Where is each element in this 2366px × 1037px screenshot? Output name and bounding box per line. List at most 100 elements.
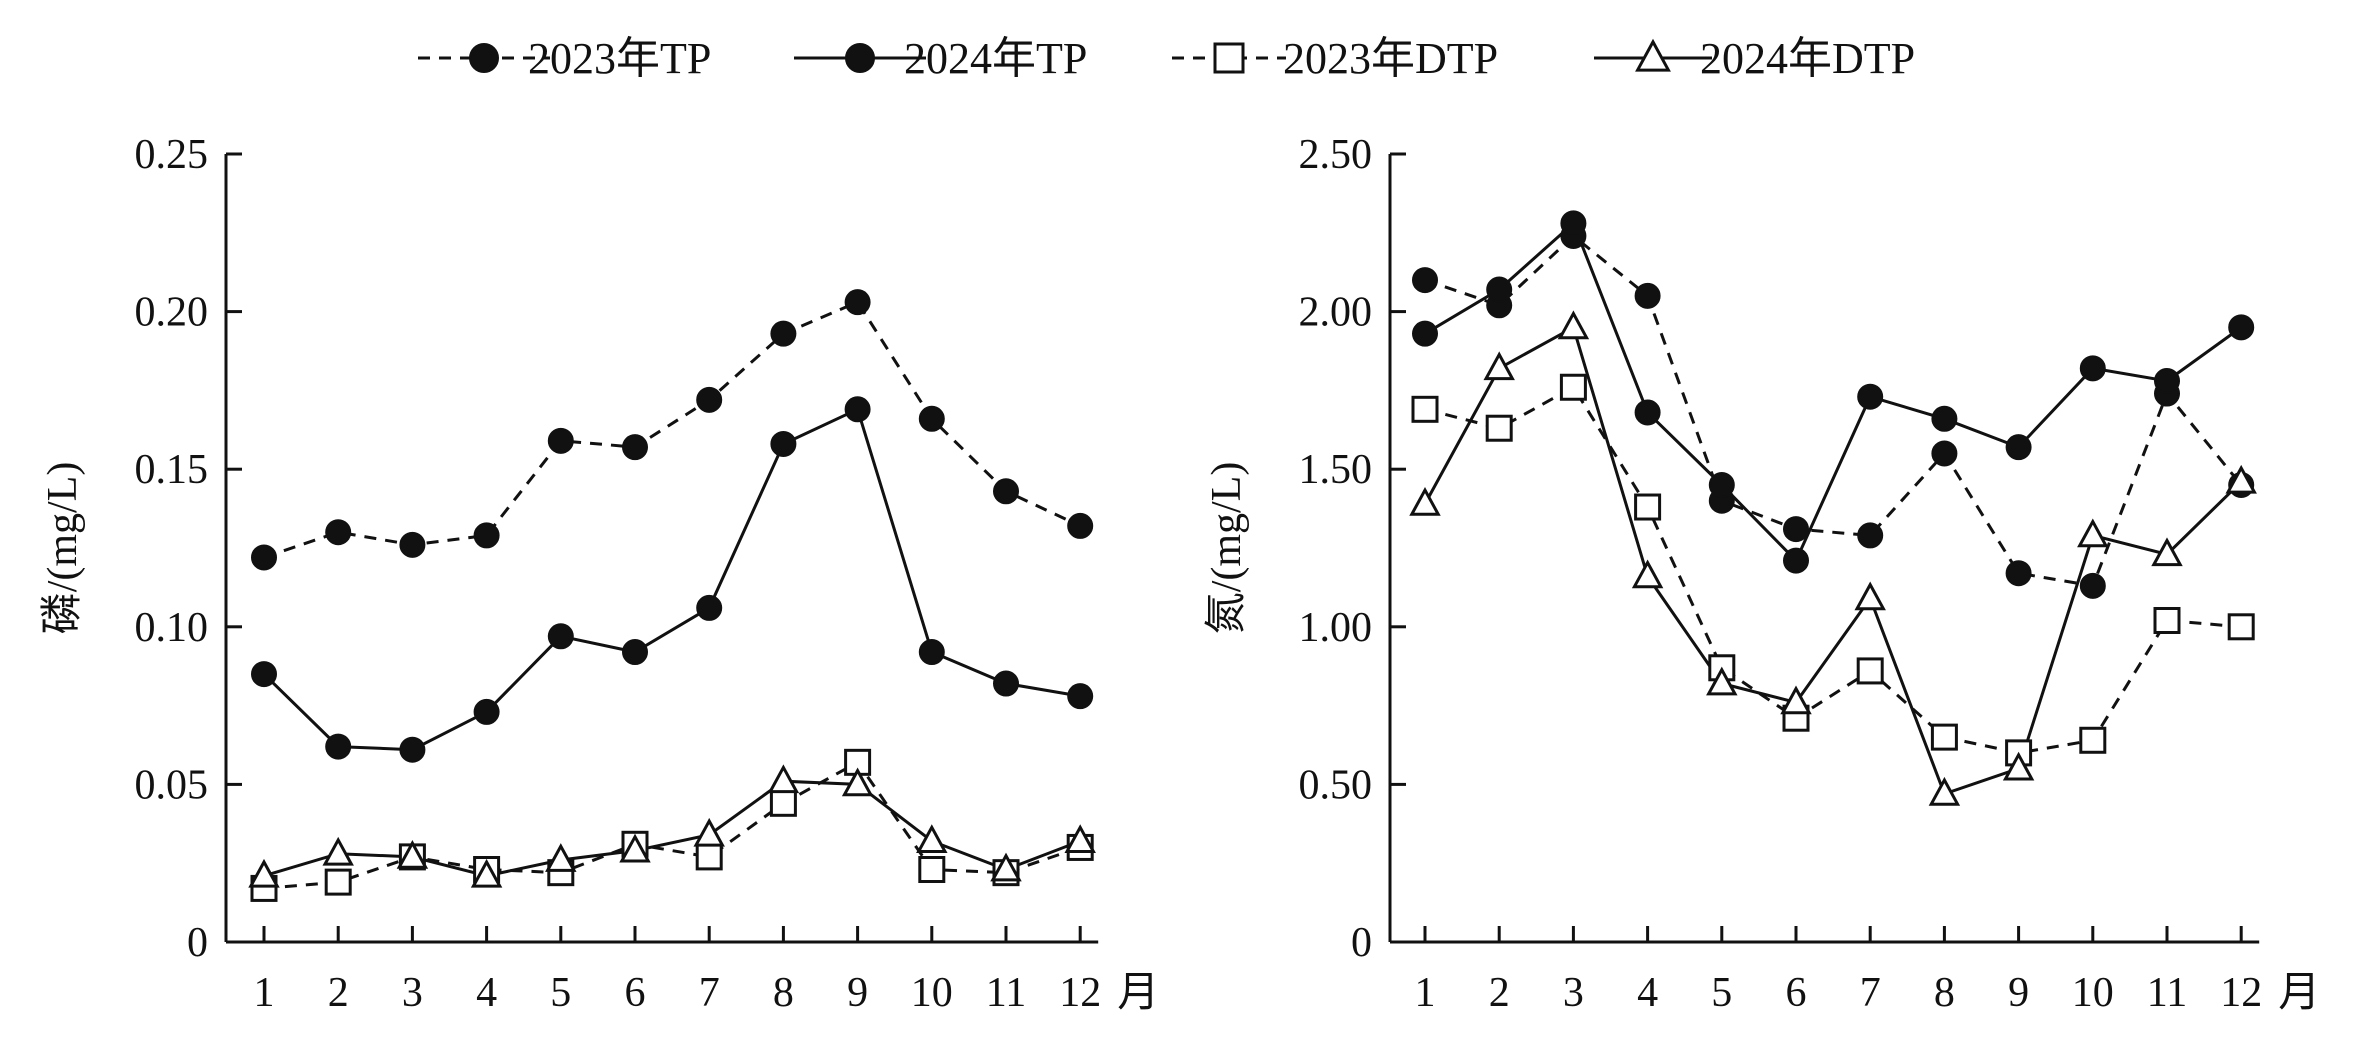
data-point	[251, 661, 277, 688]
data-point	[1706, 666, 1738, 696]
y-tick-label: 0.10	[135, 605, 209, 651]
y-tick-label: 0.15	[135, 447, 209, 493]
x-unit-label: 月	[1117, 970, 1159, 1016]
x-tick-label: 6	[625, 970, 646, 1016]
data-point	[2079, 355, 2106, 382]
data-point	[545, 843, 577, 872]
legend-item: 2024年DTP	[1594, 34, 1915, 83]
x-tick-label: 7	[699, 970, 720, 1016]
data-point	[322, 836, 354, 866]
data-point	[1067, 512, 1094, 539]
data-point	[2005, 560, 2032, 587]
data-point	[2151, 537, 2183, 567]
data-point	[696, 386, 723, 413]
x-tick-label: 4	[1637, 970, 1658, 1016]
data-point	[770, 430, 797, 457]
x-tick-label: 4	[476, 970, 497, 1016]
data-point	[396, 839, 429, 869]
data-point	[1067, 683, 1094, 710]
data-point	[622, 434, 648, 461]
data-point	[2225, 464, 2257, 494]
data-point	[1930, 723, 1958, 751]
data-point	[918, 405, 945, 432]
y-tick-label: 2.50	[1299, 132, 1373, 178]
data-point	[844, 396, 871, 423]
series-line	[263, 760, 1081, 890]
data-point	[769, 789, 797, 817]
y-tick-label: 0.05	[135, 762, 209, 808]
data-point	[993, 670, 1019, 697]
data-point	[2154, 367, 2180, 394]
legend-marker	[469, 43, 499, 73]
data-point	[248, 858, 280, 888]
data-point	[1783, 547, 1809, 574]
data-point	[2077, 518, 2109, 548]
series-line	[263, 300, 1081, 559]
x-tick-label: 2	[1489, 970, 1510, 1016]
data-point	[1856, 657, 1884, 685]
x-tick-label: 11	[2147, 970, 2187, 1016]
data-point	[473, 698, 500, 725]
series-line	[262, 407, 1081, 752]
series-line	[263, 779, 1081, 878]
x-tick-label: 9	[2008, 970, 2029, 1016]
legend: 2023年TP 2024年TP 2023年DTP 2024年DTP	[418, 34, 1915, 83]
data-point	[767, 764, 800, 794]
x-tick-label: 6	[1786, 970, 1807, 1016]
y-axis-title: 氮/(mg/L)	[1204, 462, 1250, 635]
data-point	[770, 320, 797, 347]
y-tick-label: 1.00	[1299, 605, 1373, 651]
y-tick-label: 0	[1351, 920, 1372, 966]
data-point	[2079, 572, 2106, 599]
x-tick-label: 2	[328, 970, 349, 1016]
data-point	[844, 289, 871, 316]
y-tick-label: 2.00	[1299, 290, 1373, 336]
series-line	[1424, 234, 2243, 588]
x-tick-label: 3	[402, 970, 423, 1016]
y-tick-label: 0.25	[135, 132, 209, 178]
data-point	[399, 736, 426, 763]
legend-label: 2024年TP	[904, 34, 1087, 83]
y-tick-label: 0	[187, 920, 208, 966]
data-point	[1557, 310, 1590, 340]
series-line	[1423, 325, 2243, 796]
data-point	[1634, 399, 1661, 426]
data-point	[1412, 320, 1438, 347]
data-point	[1931, 440, 1958, 467]
data-point	[1634, 493, 1662, 521]
x-tick-label: 8	[1934, 970, 1955, 1016]
data-point	[1411, 395, 1439, 423]
data-point	[470, 858, 503, 888]
data-point	[1931, 405, 1958, 432]
data-point	[1857, 522, 1884, 549]
x-tick-label: 5	[1711, 970, 1732, 1016]
data-point	[1631, 559, 1664, 589]
data-point	[1412, 267, 1438, 294]
legend-label: 2024年DTP	[1700, 34, 1915, 83]
data-point	[2227, 613, 2255, 641]
y-tick-label: 0.50	[1299, 762, 1373, 808]
x-tick-label: 12	[2220, 970, 2262, 1016]
data-point	[1560, 210, 1587, 237]
data-point	[2005, 434, 2032, 461]
data-point	[1783, 516, 1809, 543]
x-tick-label: 11	[986, 970, 1026, 1016]
legend-item: 2023年TP	[418, 34, 711, 83]
legend-label: 2023年TP	[528, 34, 711, 83]
data-point	[695, 843, 723, 871]
x-tick-label: 9	[847, 970, 868, 1016]
data-point	[2153, 606, 2181, 634]
data-point	[1857, 383, 1884, 410]
data-point	[1483, 351, 1515, 381]
x-tick-label: 7	[1860, 970, 1881, 1016]
x-tick-label: 10	[911, 970, 953, 1016]
series-line	[1424, 220, 2243, 564]
data-point	[918, 639, 945, 666]
data-point	[619, 833, 651, 863]
legend-marker	[845, 43, 875, 73]
chart-nitrogen: 00.501.001.502.002.501 2 3 4 5 6 7 8 9 10 11 12 月氮/(…	[1204, 132, 2320, 1016]
x-tick-label: 1	[1415, 970, 1436, 1016]
data-point	[1928, 776, 1961, 806]
data-point	[1634, 282, 1661, 309]
